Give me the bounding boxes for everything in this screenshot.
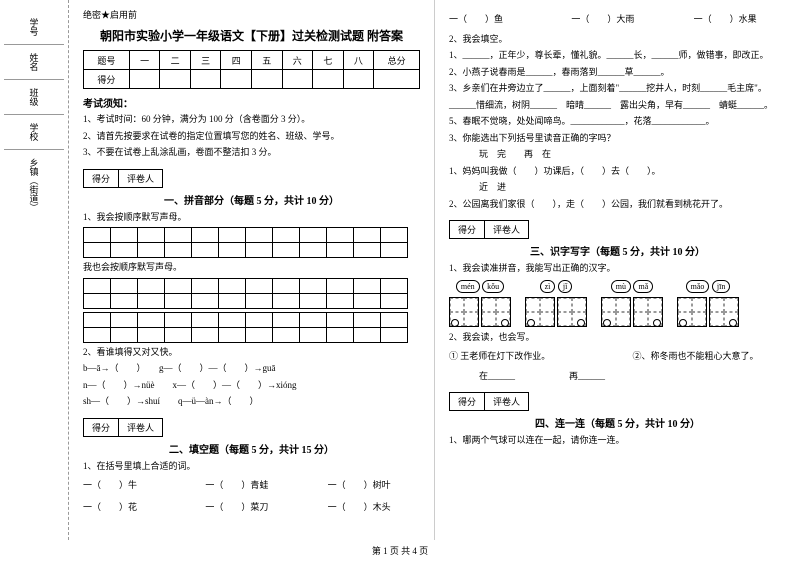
fill-line: 5、春眠不觉晓，处处闻啼鸟。____________，花落___________…: [449, 115, 786, 129]
notice-item: 2、请首先按要求在试卷的指定位置填写您的姓名、班级、学号。: [83, 130, 420, 144]
score-box: 得分评卷人: [449, 220, 529, 239]
score-box: 得分评卷人: [83, 418, 163, 437]
binding-gutter: 学号 姓名 班级 学校 乡镇（街道）: [0, 0, 69, 540]
pinyin-line: sh—（ ）→shuí q—ü—àn→（ ）: [83, 395, 420, 409]
section-title: 四、连一连（每题 5 分，共计 10 分）: [449, 415, 786, 430]
score-box: 得分评卷人: [83, 169, 163, 188]
pinyin-line: n—（ ）→nüè x—（ ）—（ ）→xióng: [83, 379, 420, 393]
fill-line: 在______ 再______: [449, 370, 786, 384]
options: 玩 完 再 在: [449, 148, 786, 162]
question: 3、你能选出下列括号里读音正确的字吗？: [449, 132, 786, 146]
options: 近 进: [449, 181, 786, 195]
gutter-label: 学号: [28, 18, 41, 36]
left-column: 绝密★启用前 朝阳市实验小学一年级语文【下册】过关检测试题 附答案 题号一二三四…: [69, 0, 435, 540]
question: 1、在括号里填上合适的词。: [83, 460, 420, 474]
fill-line: 3、乡亲们在井旁边立了______，上面刻着"______挖井人，时刻_____…: [449, 82, 786, 96]
question: 2、我会填空。: [449, 33, 786, 47]
question: 我也会按顺序默写声母。: [83, 261, 420, 275]
pinyin-boxes: mén kǒu zì jǐ mù mǎ mǎo jīn: [449, 280, 786, 327]
fill-line: ______惜细流，树阴______ 暗晴______ 露出尖角，早有_____…: [449, 99, 786, 113]
notice-item: 3、不要在试卷上乱涂乱画，卷面不整洁扣 3 分。: [83, 146, 420, 160]
question: 2、看谁填得又对又快。: [83, 346, 420, 360]
secret-mark: 绝密★启用前: [83, 8, 420, 21]
pinyin-line: b—ā→（ ） g—（ ）—（ ）→guā: [83, 362, 420, 376]
gutter-label: 乡镇（街道）: [28, 158, 41, 212]
notice-heading: 考试须知：: [83, 95, 420, 110]
score-box: 得分评卷人: [449, 392, 529, 411]
right-column: 一（ ）鱼一（ ）大雨一（ ）水果 2、我会填空。 1、______，正年少，尊…: [435, 0, 800, 540]
answer-grid: [83, 278, 408, 309]
answer-grid: [83, 312, 408, 343]
sub-question: 2、公园离我们家很（ ），走（ ）公园，我们就看到桃花开了。: [449, 198, 786, 212]
score-table: 题号一二三四五六七八总分 得分: [83, 50, 420, 89]
fill-line: 1、______，正年少，尊长辈，懂礼貌。______长，______师，做错事…: [449, 49, 786, 63]
question: 1、哪两个气球可以连在一起，请你连一连。: [449, 434, 786, 448]
question: 1、我会读准拼音，我能写出正确的汉字。: [449, 262, 786, 276]
section-title: 一、拼音部分（每题 5 分，共计 10 分）: [83, 192, 420, 207]
question: 2、我会读，也会写。: [449, 331, 786, 345]
question: 1、我会按顺序默写声母。: [83, 211, 420, 225]
gutter-label: 班级: [28, 88, 41, 106]
notice-item: 1、考试时间：60 分钟，满分为 100 分（含卷面分 3 分）。: [83, 113, 420, 127]
gutter-label: 姓名: [28, 53, 41, 71]
page-footer: 第 1 页 共 4 页: [0, 540, 800, 561]
sub-question: 1、妈妈叫我做（ ）功课后，（ ）去（ ）。: [449, 165, 786, 179]
fill-line: 2、小燕子说春雨是______，春雨落到______草______。: [449, 66, 786, 80]
exam-title: 朝阳市实验小学一年级语文【下册】过关检测试题 附答案: [83, 27, 420, 44]
page: 学号 姓名 班级 学校 乡镇（街道） 绝密★启用前 朝阳市实验小学一年级语文【下…: [0, 0, 800, 540]
section-title: 二、填空题（每题 5 分，共计 15 分）: [83, 441, 420, 456]
answer-grid: [83, 227, 408, 258]
gutter-label: 学校: [28, 123, 41, 141]
section-title: 三、识字写字（每题 5 分，共计 10 分）: [449, 243, 786, 258]
